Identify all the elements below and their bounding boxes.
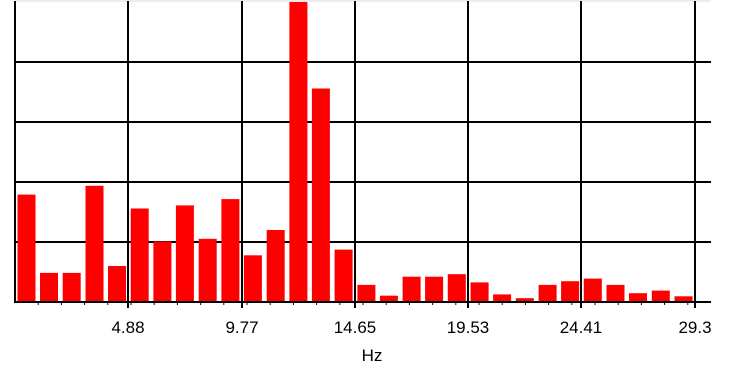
bar-5 xyxy=(108,266,126,302)
bar-20 xyxy=(447,274,466,302)
x-tick-label: 4.88 xyxy=(111,318,144,337)
bar-11 xyxy=(243,255,262,302)
bar-series xyxy=(17,2,693,302)
bar-24 xyxy=(538,284,557,302)
grid xyxy=(15,0,711,302)
bar-29 xyxy=(651,290,670,302)
bar-16 xyxy=(357,284,376,302)
bar-7 xyxy=(153,241,172,302)
bar-30 xyxy=(674,296,693,302)
bar-18 xyxy=(402,276,421,302)
x-tick-label: 9.77 xyxy=(225,318,258,337)
x-tick-label: 19.53 xyxy=(447,318,490,337)
bar-12 xyxy=(266,230,285,302)
bar-9 xyxy=(198,238,217,302)
bar-6 xyxy=(130,208,149,302)
x-tick-label: 29.3 xyxy=(678,318,711,337)
bar-8 xyxy=(175,205,194,302)
bar-26 xyxy=(583,278,602,302)
x-axis-title: Hz xyxy=(362,346,383,365)
bar-14 xyxy=(311,88,330,302)
axes: 4.88 9.77 14.65 19.53 24.41 29.3 xyxy=(14,1,712,337)
x-tick-label: 14.65 xyxy=(334,318,377,337)
x-tick-label: 24.41 xyxy=(560,318,603,337)
bar-13 xyxy=(289,2,308,302)
bar-2 xyxy=(40,272,58,302)
bar-17 xyxy=(379,295,398,302)
bar-3 xyxy=(62,272,81,302)
bar-15 xyxy=(334,249,353,302)
bar-21 xyxy=(470,282,489,302)
bar-19 xyxy=(425,276,444,302)
bar-23 xyxy=(515,298,534,302)
bar-10 xyxy=(221,199,240,302)
bar-1 xyxy=(17,194,36,302)
bar-25 xyxy=(561,281,580,302)
bar-28 xyxy=(629,293,647,302)
bar-22 xyxy=(493,294,512,302)
bar-4 xyxy=(85,185,104,302)
bar-27 xyxy=(606,284,625,302)
